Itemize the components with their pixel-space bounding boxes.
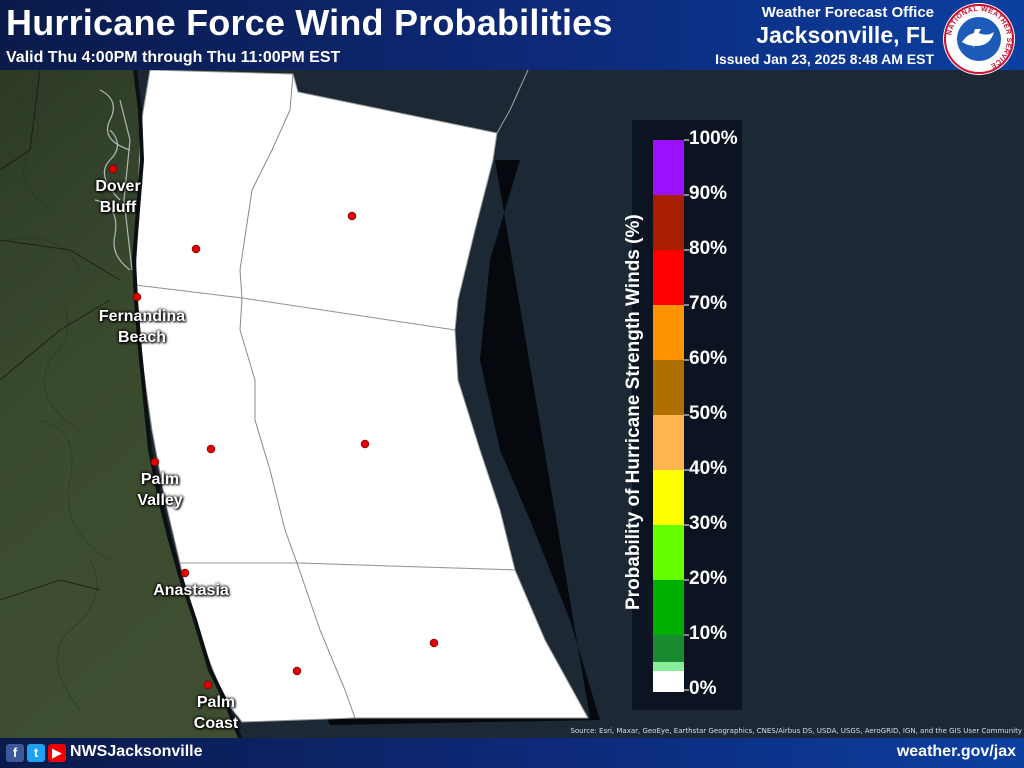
marsh-detail bbox=[94, 89, 133, 271]
issued-time: Issued Jan 23, 2025 8:48 AM EST bbox=[715, 51, 934, 67]
city-label-line: Palm bbox=[140, 471, 180, 488]
legend-tick-label: 50% bbox=[689, 403, 728, 424]
legend-colorbar bbox=[653, 139, 689, 692]
facebook-icon[interactable]: f bbox=[6, 744, 24, 762]
city-dot-fernandina-beach[interactable] bbox=[132, 292, 142, 302]
footer-bar: f t ▶ NWSJacksonville weather.gov/jax bbox=[0, 738, 1024, 768]
zone-point[interactable] bbox=[206, 444, 216, 454]
city-label-line: Bluff bbox=[99, 199, 137, 216]
city-dot-dover-bluff[interactable] bbox=[108, 164, 118, 174]
offshore-boundary bbox=[496, 70, 529, 134]
city-label-line: Anastasia bbox=[153, 582, 229, 599]
county-lines bbox=[0, 70, 121, 601]
legend-tick-label: 40% bbox=[689, 458, 728, 479]
legend-tick-label: 80% bbox=[689, 238, 728, 259]
page-title: Hurricane Force Wind Probabilities bbox=[6, 2, 613, 43]
office-city: Jacksonville, FL bbox=[756, 22, 934, 48]
legend-tick-label: 90% bbox=[689, 183, 728, 204]
zone-markers bbox=[191, 211, 439, 676]
city-label-line: Palm bbox=[196, 694, 236, 711]
website-link[interactable]: weather.gov/jax bbox=[896, 743, 1016, 760]
map-area bbox=[0, 70, 1024, 738]
legend-tick-label: 70% bbox=[689, 293, 728, 314]
twitter-icon[interactable]: t bbox=[27, 744, 45, 762]
city-label-palm-coast: Palm Coast bbox=[184, 692, 248, 734]
legend-tick-label: 0% bbox=[689, 678, 717, 699]
city-markers bbox=[108, 164, 213, 690]
city-label-line: Valley bbox=[137, 492, 183, 509]
legend-tick-label: 30% bbox=[689, 513, 728, 534]
legend-bin-5-10 bbox=[653, 635, 684, 662]
legend-title-text: Probability of Hurricane Strength Winds … bbox=[623, 214, 644, 610]
city-label-fernandina-beach: Fernandina Beach bbox=[90, 306, 194, 348]
legend-bin-10-20 bbox=[653, 580, 684, 635]
youtube-icon[interactable]: ▶ bbox=[48, 744, 66, 762]
zone-point[interactable] bbox=[191, 244, 201, 254]
city-label-anastasia: Anastasia bbox=[146, 580, 236, 601]
legend-bin-20-30 bbox=[653, 525, 684, 580]
legend-bin-0-2 bbox=[653, 671, 684, 692]
city-dot-anastasia[interactable] bbox=[180, 568, 190, 578]
zone-point[interactable] bbox=[347, 211, 357, 221]
legend-bin-80-90 bbox=[653, 195, 684, 250]
legend-tick-label: 100% bbox=[689, 128, 738, 149]
legend-bin-90-100 bbox=[653, 140, 684, 195]
zone-point[interactable] bbox=[360, 439, 370, 449]
coastline bbox=[131, 70, 242, 738]
map-svg bbox=[0, 70, 1024, 738]
city-label-dover-bluff: Dover Bluff bbox=[88, 176, 148, 218]
legend-bin-70-80 bbox=[653, 250, 684, 305]
city-label-line: Dover bbox=[95, 178, 141, 195]
land-texture bbox=[9, 99, 111, 711]
social-icons: f t ▶ bbox=[6, 744, 66, 762]
legend-bin-60-70 bbox=[653, 305, 684, 360]
forecast-zones bbox=[134, 70, 589, 723]
city-label-palm-valley: Palm Valley bbox=[128, 469, 192, 511]
legend-tick-label: 10% bbox=[689, 623, 728, 644]
city-label-line: Fernandina bbox=[98, 308, 186, 325]
land-mass bbox=[0, 70, 240, 738]
nws-logo[interactable]: NATIONAL WEATHER SERVICE bbox=[942, 2, 1016, 76]
zone-point[interactable] bbox=[429, 638, 439, 648]
social-handle[interactable]: NWSJacksonville bbox=[70, 743, 203, 760]
legend-tick-label: 60% bbox=[689, 348, 728, 369]
valid-period: Valid Thu 4:00PM through Thu 11:00PM EST bbox=[6, 49, 341, 66]
city-dot-palm-valley[interactable] bbox=[150, 457, 160, 467]
legend-tick-label: 20% bbox=[689, 568, 728, 589]
zone-dividers bbox=[239, 73, 356, 719]
legend-bin-50-60 bbox=[653, 360, 684, 415]
city-label-line: Coast bbox=[193, 715, 239, 732]
office-label: Weather Forecast Office bbox=[761, 4, 934, 21]
legend-bin-40-50 bbox=[653, 415, 684, 470]
source-attribution: Source: Esri, Maxar, GeoEye, Earthstar G… bbox=[570, 727, 1022, 735]
city-label-line: Beach bbox=[117, 329, 167, 346]
city-dot-palm-coast[interactable] bbox=[203, 680, 213, 690]
zone-point[interactable] bbox=[292, 666, 302, 676]
header-bar: Hurricane Force Wind Probabilities Valid… bbox=[0, 0, 1024, 70]
legend-bin-30-40 bbox=[653, 470, 684, 525]
legend-bin-2-5 bbox=[653, 662, 684, 671]
